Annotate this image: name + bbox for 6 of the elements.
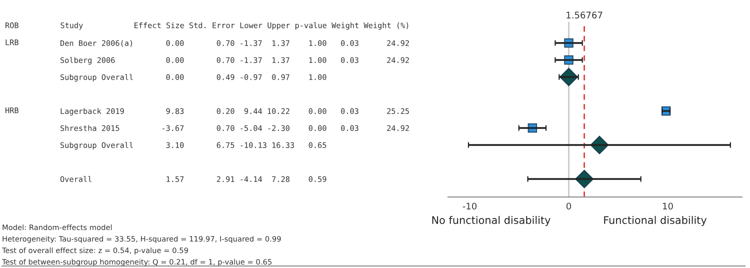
text: No functional disability xyxy=(432,216,550,226)
text: Functional disability xyxy=(604,216,707,226)
x-tick-label: 0 xyxy=(566,202,572,210)
ref-line-label: 1.56767 xyxy=(566,12,602,18)
x-tick-label: 10 xyxy=(663,202,673,210)
x-tick-label: -10 xyxy=(462,202,477,210)
